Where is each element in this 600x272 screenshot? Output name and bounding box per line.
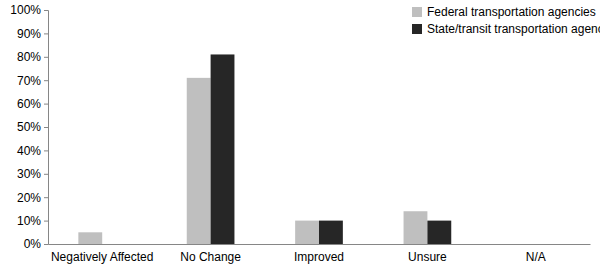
bar xyxy=(404,211,428,244)
legend: Federal transportation agencies State/tra… xyxy=(412,5,600,36)
x-tick: Negatively Affected xyxy=(51,244,154,264)
y-tick-mark xyxy=(44,221,48,222)
y-tick-label: 20% xyxy=(17,191,41,205)
y-tick-mark xyxy=(44,10,48,11)
x-tick-label: Unsure xyxy=(408,250,447,264)
y-tick-label: 40% xyxy=(17,144,41,158)
x-tick: Improved xyxy=(294,244,344,264)
legend-swatch xyxy=(412,24,422,34)
x-tick: Unsure xyxy=(408,244,447,264)
y-tick: 70% xyxy=(17,74,48,88)
bars xyxy=(78,54,451,244)
y-tick-label: 70% xyxy=(17,74,41,88)
bar xyxy=(427,221,451,244)
chart: 0% 10% 20% 30% 40% 50% 60% 70% 80% 90% 100% Negativ… xyxy=(0,0,600,272)
bar xyxy=(319,221,343,244)
x-tick-label: Negatively Affected xyxy=(51,250,154,264)
legend-label: Federal transportation agencies xyxy=(427,5,596,19)
y-tick-label: 60% xyxy=(17,97,41,111)
legend-swatch xyxy=(412,7,422,17)
y-tick-mark xyxy=(44,197,48,198)
legend-label: State/transit transportation agencies xyxy=(427,22,600,36)
y-tick-mark xyxy=(44,150,48,151)
y-axis: 0% 10% 20% 30% 40% 50% 60% 70% 80% 90% 100% xyxy=(10,3,48,251)
y-tick-label: 90% xyxy=(17,27,41,41)
y-tick: 40% xyxy=(17,144,48,158)
bar xyxy=(295,221,319,244)
x-axis-line xyxy=(49,244,591,245)
bar xyxy=(536,244,560,245)
y-tick: 60% xyxy=(17,97,48,111)
x-axis: Negatively Affected No Change Improved Unsu… xyxy=(49,244,591,264)
y-tick-mark xyxy=(44,33,48,34)
x-tick-label: Improved xyxy=(294,250,344,264)
y-tick-label: 50% xyxy=(17,120,41,134)
y-tick: 0% xyxy=(24,237,48,251)
x-tick-label: No Change xyxy=(180,250,241,264)
x-tick-label: N/A xyxy=(526,250,546,264)
bar xyxy=(102,244,126,245)
x-tick: N/A xyxy=(526,244,546,264)
y-tick-mark xyxy=(44,57,48,58)
y-tick-label: 0% xyxy=(24,237,42,251)
y-tick-mark xyxy=(44,104,48,105)
y-tick-mark xyxy=(44,244,48,245)
y-tick: 80% xyxy=(17,50,48,64)
y-tick-label: 30% xyxy=(17,167,41,181)
y-tick: 20% xyxy=(17,191,48,205)
bar xyxy=(78,232,102,244)
y-tick-label: 80% xyxy=(17,50,41,64)
y-tick: 30% xyxy=(17,167,48,181)
y-axis-line xyxy=(44,11,49,245)
y-tick-mark xyxy=(44,80,48,81)
x-tick: No Change xyxy=(180,244,241,264)
y-tick-mark xyxy=(44,127,48,128)
y-tick-mark xyxy=(44,174,48,175)
bar xyxy=(211,54,235,244)
y-tick: 100% xyxy=(10,3,48,17)
y-tick: 50% xyxy=(17,120,48,134)
y-tick-label: 10% xyxy=(17,214,41,228)
y-tick: 90% xyxy=(17,27,48,41)
y-tick: 10% xyxy=(17,214,48,228)
bar xyxy=(187,78,211,244)
y-tick-label: 100% xyxy=(10,3,41,17)
bar xyxy=(512,244,536,245)
